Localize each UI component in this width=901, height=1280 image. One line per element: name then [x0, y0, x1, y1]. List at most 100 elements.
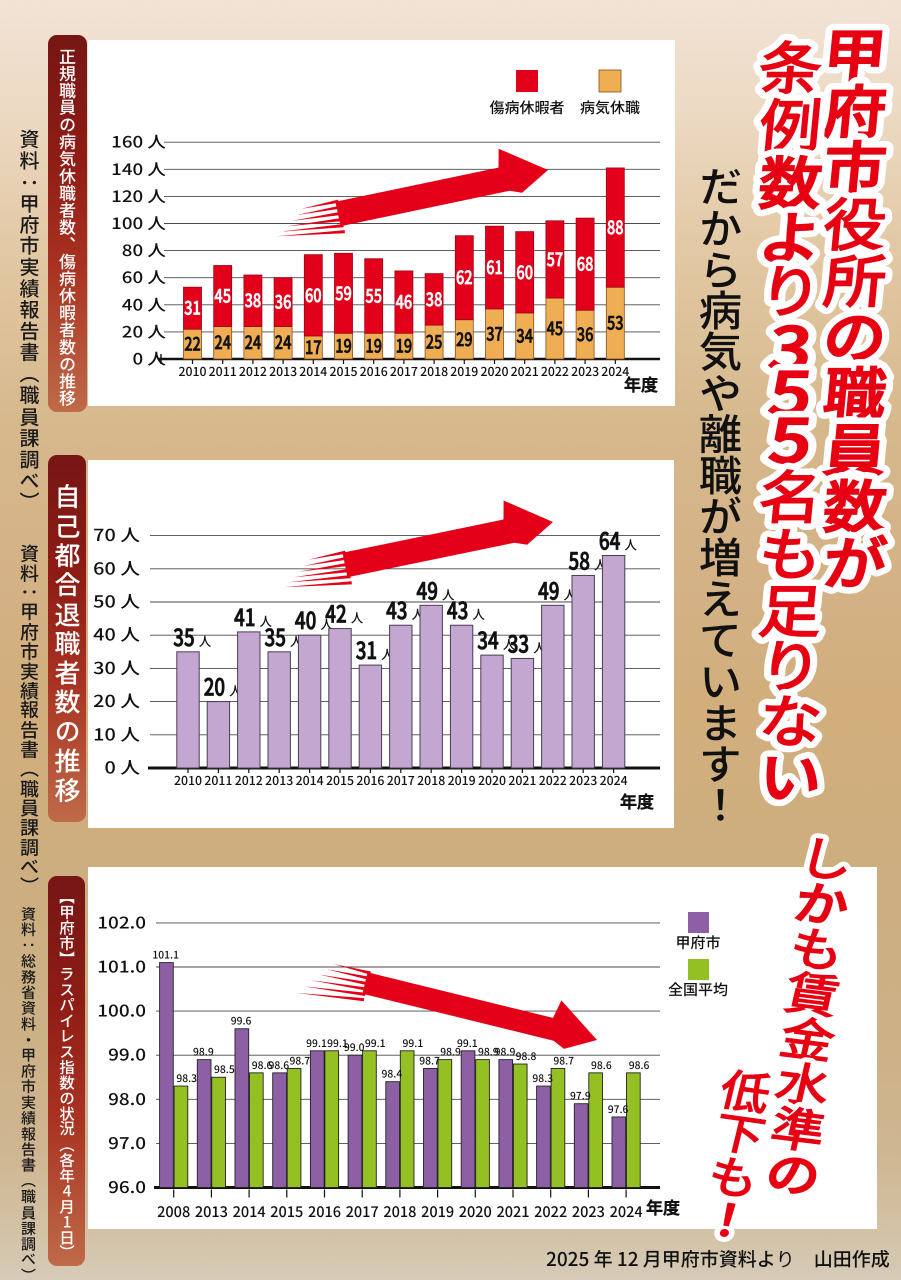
svg-text:99.1: 99.1	[365, 1035, 386, 1050]
svg-text:58: 58	[568, 543, 589, 577]
svg-text:2015: 2015	[326, 771, 354, 789]
svg-text:年度: 年度	[646, 1194, 681, 1219]
svg-text:64: 64	[599, 523, 620, 557]
svg-text:2023: 2023	[571, 362, 599, 380]
svg-text:0 人: 0 人	[104, 755, 140, 779]
svg-text:人: 人	[442, 584, 455, 603]
svg-text:98.9: 98.9	[495, 1044, 516, 1059]
svg-text:2018: 2018	[420, 362, 448, 380]
svg-text:36: 36	[577, 320, 594, 347]
svg-text:甲: 甲	[820, 11, 891, 94]
svg-text:2011: 2011	[209, 362, 237, 380]
svg-text:よ: よ	[755, 194, 826, 277]
svg-text:98.6: 98.6	[629, 1057, 650, 1072]
svg-text:25: 25	[426, 328, 443, 355]
svg-text:2011: 2011	[204, 771, 232, 789]
svg-text:34: 34	[516, 322, 533, 349]
svg-text:2023: 2023	[569, 771, 597, 789]
svg-text:傷病休暇者: 傷病休暇者	[489, 97, 564, 118]
svg-text:2023: 2023	[572, 1201, 605, 1222]
svg-text:29: 29	[456, 325, 473, 352]
svg-text:府: 府	[820, 67, 891, 150]
svg-text:所: 所	[820, 236, 891, 319]
svg-text:120 人: 120 人	[111, 184, 166, 207]
svg-text:88: 88	[607, 213, 624, 240]
svg-text:2024: 2024	[601, 362, 629, 380]
svg-text:98.6: 98.6	[591, 1057, 612, 1072]
svg-text:40: 40	[295, 603, 316, 637]
svg-text:60: 60	[516, 258, 533, 285]
svg-text:98.7: 98.7	[553, 1052, 574, 1067]
svg-text:98.9: 98.9	[440, 1044, 461, 1059]
svg-text:人: 人	[472, 604, 485, 623]
svg-text:99.0: 99.0	[108, 1043, 146, 1066]
svg-text:役: 役	[820, 180, 891, 263]
svg-text:2016: 2016	[356, 771, 384, 789]
svg-text:0 人: 0 人	[132, 346, 166, 369]
svg-text:38: 38	[245, 286, 262, 313]
svg-text:62: 62	[456, 263, 473, 290]
svg-text:43: 43	[386, 593, 407, 627]
svg-text:の: の	[820, 293, 891, 376]
svg-text:37: 37	[486, 319, 503, 346]
svg-text:80 人: 80 人	[122, 238, 166, 261]
svg-text:2022: 2022	[539, 771, 567, 789]
svg-text:3: 3	[765, 301, 817, 388]
svg-text:97.0: 97.0	[108, 1131, 146, 1154]
svg-text:年度: 年度	[624, 371, 659, 396]
svg-text:2010: 2010	[174, 771, 202, 789]
svg-text:名: 名	[755, 453, 826, 536]
svg-text:2020: 2020	[459, 1201, 492, 1222]
svg-text:2015: 2015	[329, 362, 357, 380]
svg-text:2013: 2013	[195, 1201, 228, 1222]
svg-text:5: 5	[765, 393, 817, 480]
svg-text:数: 数	[754, 139, 827, 222]
svg-text:55: 55	[365, 282, 382, 309]
svg-text:99.0: 99.0	[344, 1039, 365, 1054]
svg-text:50 人: 50 人	[93, 589, 140, 613]
svg-text:33: 33	[508, 626, 529, 660]
svg-text:職: 職	[820, 349, 891, 432]
svg-text:57: 57	[547, 245, 564, 272]
svg-text:61: 61	[486, 253, 503, 280]
svg-text:2016: 2016	[308, 1201, 341, 1222]
svg-text:60: 60	[305, 281, 322, 308]
svg-text:2014: 2014	[233, 1201, 266, 1222]
svg-text:り: り	[755, 622, 826, 705]
svg-text:2012: 2012	[239, 362, 267, 380]
svg-text:68: 68	[577, 250, 594, 277]
svg-text:98.5: 98.5	[214, 1061, 235, 1076]
svg-text:59: 59	[335, 279, 352, 306]
svg-text:49: 49	[538, 573, 559, 607]
svg-text:2021: 2021	[508, 771, 536, 789]
svg-text:数: 数	[819, 462, 892, 545]
svg-text:45: 45	[547, 314, 564, 341]
svg-text:2019: 2019	[448, 771, 476, 789]
svg-text:97.6: 97.6	[608, 1101, 629, 1116]
svg-text:2015: 2015	[270, 1201, 303, 1222]
svg-text:17: 17	[305, 333, 322, 360]
svg-text:人: 人	[199, 631, 212, 650]
svg-text:34: 34	[477, 623, 498, 657]
svg-text:2018: 2018	[417, 771, 445, 789]
svg-text:99.6: 99.6	[231, 1013, 252, 1028]
svg-text:20 人: 20 人	[93, 689, 140, 713]
svg-text:98.7: 98.7	[419, 1052, 440, 1067]
svg-text:160 人: 160 人	[111, 130, 166, 153]
svg-text:2019: 2019	[421, 1201, 454, 1222]
svg-text:24: 24	[245, 328, 262, 355]
svg-text:2018: 2018	[383, 1201, 416, 1222]
svg-text:40 人: 40 人	[93, 623, 140, 647]
svg-text:2017: 2017	[387, 771, 415, 789]
svg-text:2021: 2021	[496, 1201, 529, 1222]
svg-text:46: 46	[396, 288, 413, 315]
svg-text:98.6: 98.6	[268, 1057, 289, 1072]
svg-text:24: 24	[275, 328, 292, 355]
svg-text:49: 49	[416, 573, 437, 607]
svg-text:な: な	[755, 677, 826, 760]
svg-text:甲府市: 甲府市	[675, 932, 720, 953]
svg-text:2020: 2020	[478, 771, 506, 789]
svg-text:101.1: 101.1	[152, 947, 179, 962]
svg-text:い: い	[755, 733, 826, 816]
svg-text:足: 足	[755, 567, 826, 650]
